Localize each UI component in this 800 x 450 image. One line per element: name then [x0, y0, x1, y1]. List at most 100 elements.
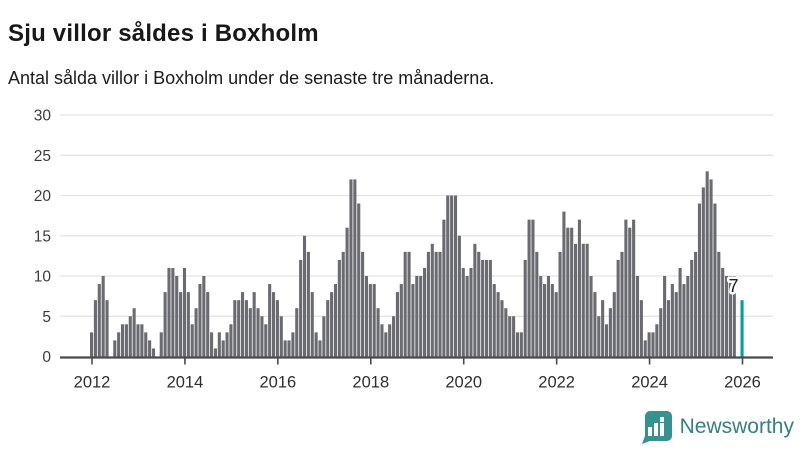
bar [721, 267, 725, 357]
bar [337, 259, 341, 357]
bar [651, 332, 655, 357]
bar [271, 292, 276, 357]
bar [264, 324, 268, 357]
bar [531, 219, 535, 357]
bar [260, 316, 264, 357]
bar [225, 332, 229, 357]
bar [608, 308, 612, 357]
bar [419, 276, 423, 357]
bar [481, 259, 485, 357]
x-axis-label: 2022 [538, 374, 575, 392]
bar [268, 284, 272, 357]
branding-footer: Newsworthy [640, 410, 794, 444]
bar [643, 340, 647, 357]
bar [136, 324, 140, 357]
bar [101, 276, 105, 357]
bar [302, 235, 307, 357]
bar [376, 308, 380, 357]
bar [581, 243, 585, 357]
bar [663, 276, 667, 357]
y-axis-label: 25 [34, 148, 51, 165]
bar [357, 203, 361, 357]
bar [550, 284, 554, 357]
x-axis-label: 2016 [259, 374, 296, 392]
bar [182, 267, 187, 357]
bar [388, 324, 392, 357]
bar [233, 300, 237, 357]
bar [353, 179, 357, 357]
x-axis-label: 2020 [445, 374, 482, 392]
bar [728, 276, 732, 357]
bar [318, 340, 322, 357]
bar [198, 284, 202, 357]
bar [527, 219, 531, 357]
bar [450, 195, 454, 357]
bar [659, 308, 663, 357]
newsworthy-logo-text: Newsworthy [679, 415, 794, 438]
bar [113, 340, 117, 357]
bar [90, 332, 94, 357]
bar [144, 332, 148, 357]
y-axis-label: 10 [34, 269, 52, 286]
bar [674, 292, 678, 357]
bar [163, 292, 167, 357]
x-axis-label: 2014 [167, 374, 204, 392]
bar [171, 267, 175, 357]
bar [558, 251, 562, 357]
bar [453, 195, 458, 357]
bar [690, 259, 694, 357]
bar [148, 340, 152, 357]
bar [577, 219, 581, 357]
bar [682, 284, 686, 357]
bar [237, 300, 241, 357]
bar [117, 332, 121, 357]
bar [457, 235, 461, 357]
bar [554, 292, 558, 357]
bar [128, 316, 132, 357]
bar [732, 276, 736, 357]
bar [593, 292, 597, 357]
bar [574, 243, 578, 357]
bar [411, 284, 415, 357]
y-axis-label: 5 [42, 309, 51, 326]
bar [105, 300, 109, 357]
bar [368, 284, 372, 357]
bar [326, 300, 330, 357]
bar [426, 251, 430, 357]
bar [194, 308, 198, 357]
bar [132, 308, 136, 357]
bar [701, 187, 705, 357]
bar [562, 211, 566, 357]
bar [140, 324, 144, 357]
bar [705, 171, 709, 357]
bar [504, 308, 508, 357]
bar [461, 267, 465, 357]
bar [310, 292, 314, 357]
bar [392, 316, 396, 357]
page-title: Sju villor såldes i Boxholm [8, 20, 319, 48]
bar [624, 219, 628, 357]
bar [395, 292, 399, 357]
bar [655, 324, 659, 357]
x-axis-label: 2012 [74, 374, 111, 392]
bar [361, 251, 365, 357]
bar [217, 332, 221, 357]
bar [229, 324, 233, 357]
bar [539, 276, 543, 357]
bar [244, 300, 248, 357]
bar [341, 251, 345, 357]
bar [535, 251, 539, 357]
bar [179, 292, 183, 357]
bar [283, 340, 287, 357]
bar [570, 227, 574, 357]
highlight-bar [740, 300, 744, 357]
bar [585, 243, 589, 357]
bar [97, 284, 101, 357]
bar [725, 276, 729, 357]
bar [488, 259, 492, 357]
bar [206, 292, 210, 357]
chart-subtitle: Antal sålda villor i Boxholm under de se… [8, 68, 495, 88]
bar [543, 284, 547, 357]
bar-chart: 0 5 10 15 20 25 30 2012 2014 2016 2018 2020 2022 2024… [34, 108, 773, 392]
bar [186, 292, 190, 357]
